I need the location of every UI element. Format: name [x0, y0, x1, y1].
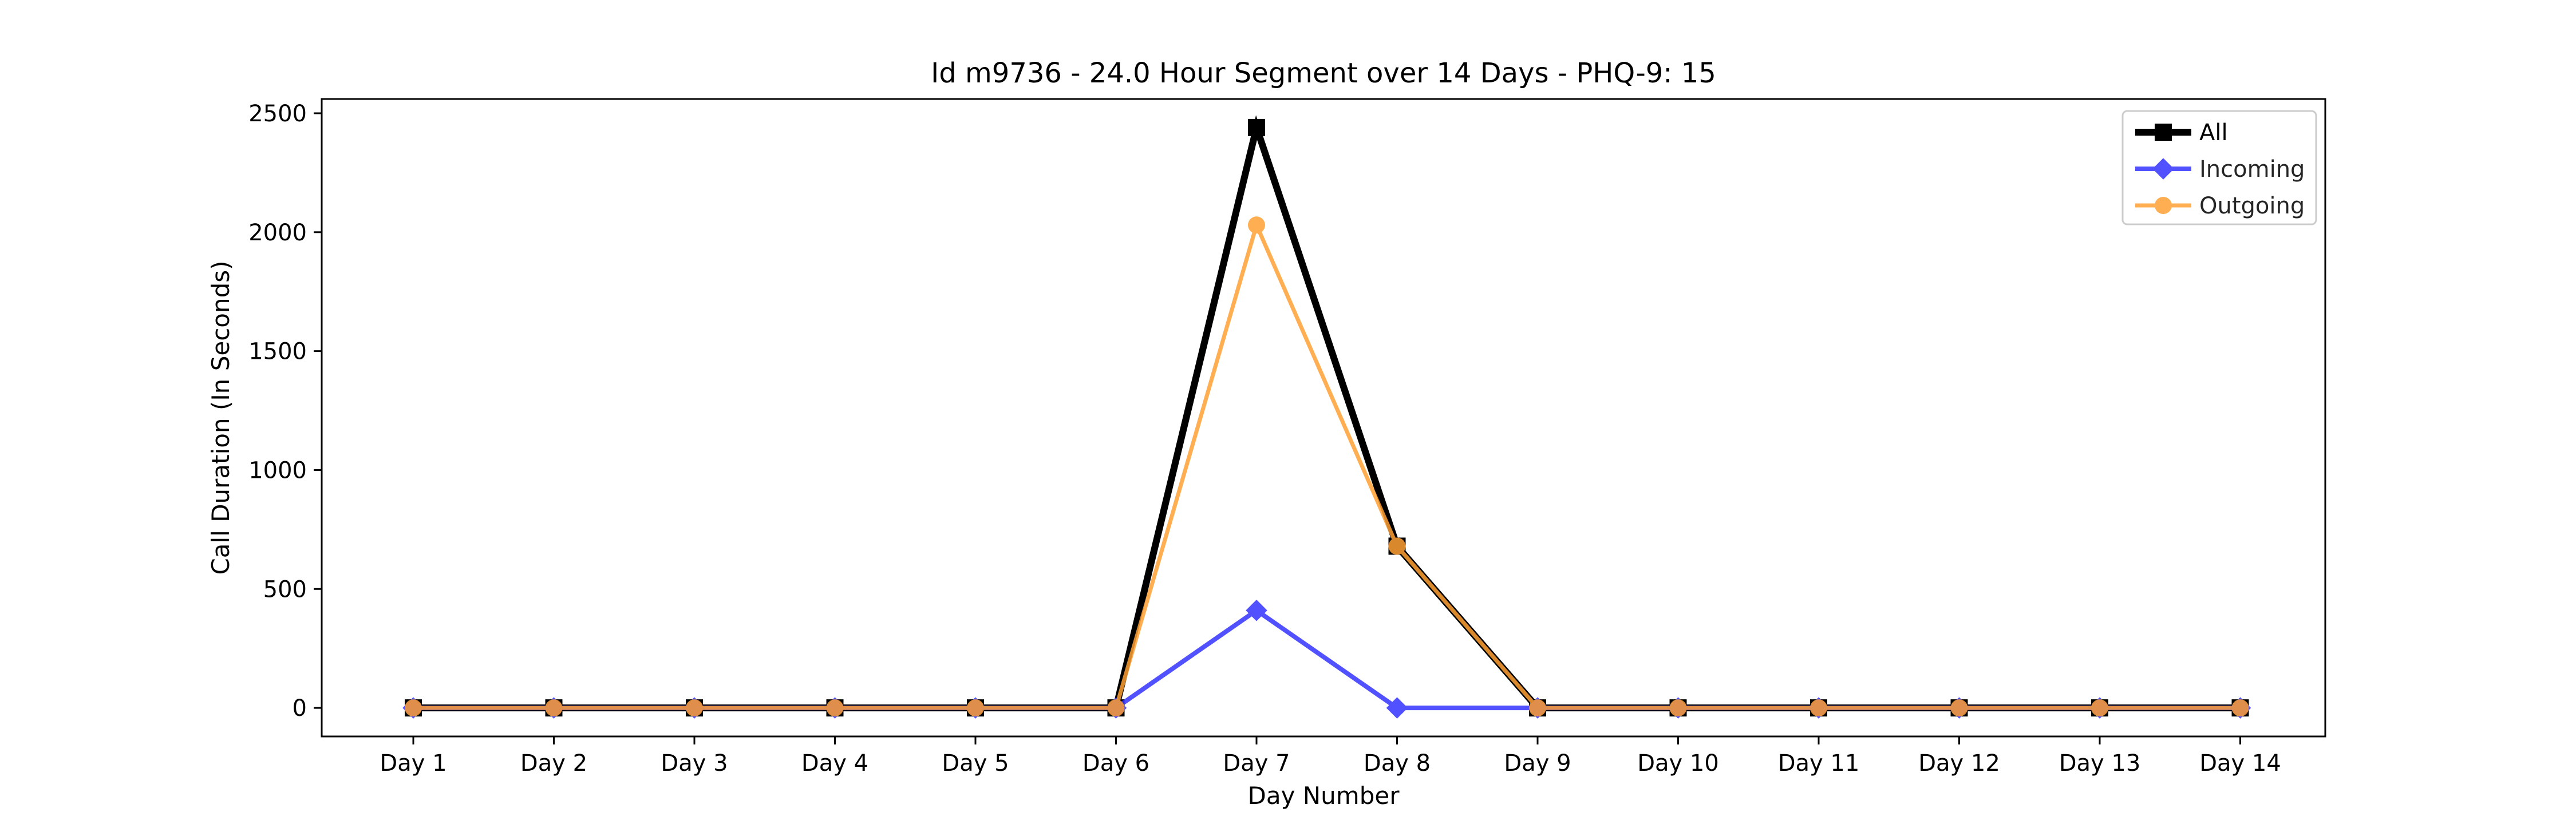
data-point-outgoing [2231, 699, 2249, 717]
data-point-outgoing [1529, 699, 1546, 717]
y-tick-label: 500 [263, 576, 307, 603]
data-point-outgoing [1669, 699, 1687, 717]
data-point-outgoing [1248, 216, 1265, 234]
legend-item-outgoing: Outgoing [2135, 193, 2305, 219]
series-line-outgoing [413, 219, 2241, 710]
x-tick-label: Day 1 [380, 750, 447, 777]
data-point-outgoing [967, 699, 984, 717]
x-tick-label: Day 10 [1637, 750, 1719, 777]
legend-marker [2155, 197, 2172, 214]
data-point-incoming [1246, 599, 1267, 621]
y-tick-label: 2000 [248, 220, 307, 246]
y-axis-label: Call Duration (In Seconds) [207, 260, 235, 575]
x-tick-label: Day 3 [661, 750, 728, 777]
x-axis-label: Day Number [1247, 782, 1400, 810]
data-point-outgoing [1810, 699, 1827, 717]
data-point-all [1248, 118, 1265, 136]
x-tick-label: Day 8 [1364, 750, 1431, 777]
y-tick-label: 1500 [248, 339, 307, 365]
y-tick-label: 2500 [248, 101, 307, 127]
plot-series [402, 115, 2251, 719]
legend: All Incoming Outgoing [2121, 110, 2317, 225]
x-tick-label: Day 5 [942, 750, 1009, 777]
data-point-outgoing [826, 699, 844, 717]
x-tick-label: Day 14 [2199, 750, 2281, 777]
y-tick-label: 1000 [248, 457, 307, 484]
x-tick-label: Day 11 [1778, 750, 1860, 777]
x-tick-label: Day 7 [1223, 750, 1290, 777]
legend-item-all: All [2135, 120, 2228, 146]
data-point-incoming [1386, 697, 1408, 719]
x-tick-label: Day 12 [1918, 750, 2000, 777]
legend-item-incoming: Incoming [2135, 156, 2305, 183]
legend-marker [2155, 124, 2172, 141]
data-point-outgoing [1388, 537, 1406, 555]
chart-title: Id m9736 - 24.0 Hour Segment over 14 Day… [931, 57, 1716, 89]
legend-label: Outgoing [2199, 193, 2305, 219]
data-point-outgoing [686, 699, 703, 717]
data-point-outgoing [1950, 699, 1968, 717]
data-point-outgoing [2091, 699, 2108, 717]
x-tick-label: Day 2 [520, 750, 587, 777]
data-point-outgoing [545, 699, 563, 717]
series-outgoing [405, 216, 2249, 717]
legend-label: Incoming [2199, 156, 2305, 183]
x-tick-label: Day 13 [2059, 750, 2141, 777]
data-point-outgoing [1107, 699, 1125, 717]
x-tick-label: Day 4 [801, 750, 868, 777]
legend-label: All [2199, 120, 2228, 146]
plot-frame [321, 98, 2326, 738]
y-tick-label: 0 [293, 695, 307, 722]
legend-marker [2152, 158, 2174, 180]
x-tick-label: Day 6 [1082, 750, 1149, 777]
data-point-outgoing [405, 699, 422, 717]
axis-ticks: Day 1 Day 2 Day 3 Day 4 Day 5 Day 6 Day 7 Day 8… [248, 101, 2281, 777]
x-tick-label: Day 9 [1504, 750, 1571, 777]
